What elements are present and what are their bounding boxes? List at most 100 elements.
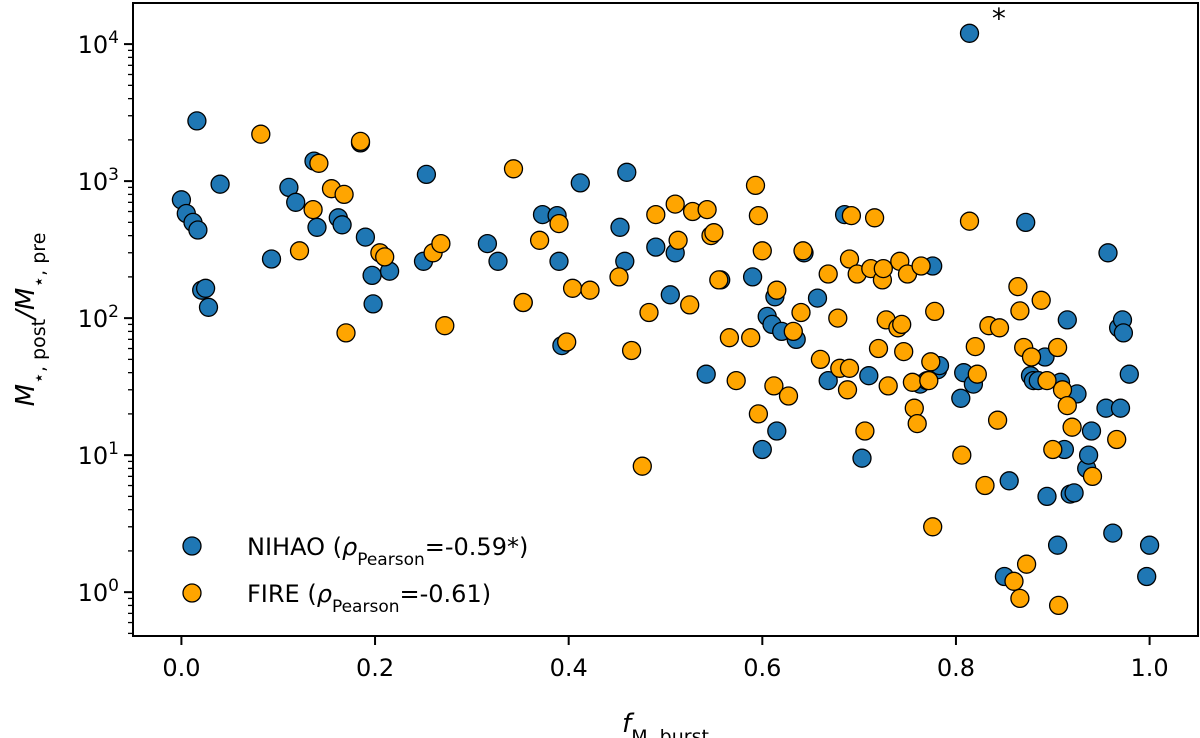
- y-tick-label: 101: [78, 439, 119, 470]
- point-nihao-23: [477, 233, 498, 254]
- point-nihao-86: [1119, 364, 1139, 384]
- point-nihao-22: [416, 164, 437, 185]
- point-nihao-87: [1137, 566, 1157, 587]
- point-nihao-11: [286, 192, 306, 212]
- point-fire-84: [1004, 571, 1024, 591]
- point-fire-46: [810, 349, 831, 370]
- point-nihao-30: [570, 173, 590, 193]
- y-axis-label-main: M: [11, 384, 41, 406]
- point-fire-20: [609, 267, 629, 287]
- y-axis-label: M⋆, post/M⋆, pre: [11, 233, 50, 407]
- point-fire-17: [557, 332, 577, 352]
- point-fire-50: [837, 380, 858, 400]
- legend-nihao-rho: ρ: [342, 533, 357, 561]
- point-fire-57: [864, 208, 885, 228]
- point-fire-53: [839, 249, 860, 269]
- point-fire-40: [764, 376, 784, 396]
- point-fire-21: [621, 340, 642, 361]
- point-nihao-49: [818, 370, 838, 391]
- y-axis-label-sub2: ⋆, pre: [28, 233, 50, 288]
- point-nihao-33: [617, 162, 637, 182]
- point-fire-9: [375, 247, 395, 267]
- x-axis: 0.0 0.2 0.4 0.6 0.8 1.0: [162, 636, 1169, 682]
- point-nihao-72: [1057, 310, 1077, 330]
- point-fire-3: [309, 153, 329, 173]
- point-nihao-78: [1081, 421, 1102, 441]
- point-fire-44: [791, 302, 811, 323]
- point-fire-73: [921, 352, 941, 372]
- point-nihao-48: [807, 288, 828, 308]
- point-nihao-39: [742, 267, 763, 287]
- point-fire-92: [1037, 370, 1057, 391]
- point-fire-39: [752, 241, 772, 261]
- point-fire-35: [741, 328, 761, 348]
- legend-entry-nihao: NIHAO (ρPearson=-0.59*): [247, 533, 528, 570]
- point-fire-82: [987, 410, 1008, 430]
- point-nihao-15: [332, 215, 352, 235]
- point-fire-62: [878, 376, 898, 396]
- point-fire-90: [1021, 347, 1042, 367]
- point-fire-47: [818, 264, 838, 284]
- point-fire-36: [745, 175, 766, 196]
- x-tick-label: 0.8: [937, 654, 975, 682]
- point-fire-24: [639, 302, 659, 323]
- point-fire-99: [1082, 466, 1103, 487]
- point-fire-65: [892, 314, 912, 335]
- point-nihao-58: [951, 388, 971, 408]
- point-fire-38: [748, 404, 769, 424]
- point-nihao-13: [307, 217, 327, 237]
- point-fire-48: [828, 308, 848, 328]
- point-fire-86: [1010, 301, 1030, 321]
- point-fire-45: [793, 241, 813, 261]
- point-fire-37: [748, 205, 769, 226]
- point-fire-1: [289, 241, 310, 261]
- star-annotation: *: [992, 2, 1006, 35]
- point-nihao-74: [1064, 483, 1084, 503]
- point-fire-98: [1062, 417, 1082, 437]
- y-tick-label: 100: [78, 576, 119, 607]
- point-fire-33: [719, 328, 740, 348]
- point-fire-14: [513, 292, 533, 313]
- point-fire-100: [1107, 429, 1127, 450]
- point-nihao-24: [488, 251, 508, 271]
- point-fire-34: [726, 370, 746, 391]
- point-fire-12: [435, 316, 455, 336]
- point-nihao-77: [1078, 445, 1099, 465]
- point-nihao-44: [767, 421, 787, 441]
- point-fire-16: [549, 213, 569, 234]
- x-tick-label: 0.2: [356, 654, 394, 682]
- x-tick-label: 0.4: [550, 654, 588, 682]
- point-fire-79: [967, 364, 987, 384]
- legend-marker-nihao: [182, 536, 202, 556]
- point-fire-5: [334, 184, 354, 205]
- legend-fire-suffix: =-0.61): [400, 580, 492, 608]
- legend-entry-fire: FIRE (ρPearson=-0.61): [247, 580, 491, 617]
- point-fire-71: [911, 256, 931, 276]
- point-fire-78: [965, 336, 985, 357]
- point-fire-55: [855, 421, 875, 441]
- point-fire-80: [975, 475, 995, 496]
- y-axis-label-sub1: ⋆, post: [28, 319, 50, 384]
- points-layer: [171, 23, 1160, 616]
- point-fire-89: [1016, 554, 1037, 574]
- x-tick-label: 0.0: [162, 654, 200, 682]
- point-fire-74: [923, 517, 943, 537]
- point-nihao-19: [363, 294, 383, 314]
- point-fire-11: [431, 233, 451, 254]
- point-fire-25: [665, 194, 685, 214]
- x-axis-label: fM, burst: [622, 709, 709, 738]
- point-nihao-18: [362, 265, 382, 286]
- point-nihao-8: [210, 174, 230, 194]
- point-fire-0: [251, 124, 271, 144]
- point-fire-2: [303, 199, 323, 220]
- point-nihao-40: [752, 439, 772, 460]
- point-fire-75: [925, 301, 945, 322]
- point-fire-32: [709, 270, 729, 290]
- point-fire-6: [336, 323, 356, 343]
- point-fire-22: [632, 456, 652, 476]
- point-nihao-37: [696, 364, 716, 384]
- point-nihao-17: [355, 227, 376, 247]
- point-fire-43: [783, 321, 803, 342]
- legend: NIHAO (ρPearson=-0.59*) FIRE (ρPearson=-…: [182, 533, 528, 617]
